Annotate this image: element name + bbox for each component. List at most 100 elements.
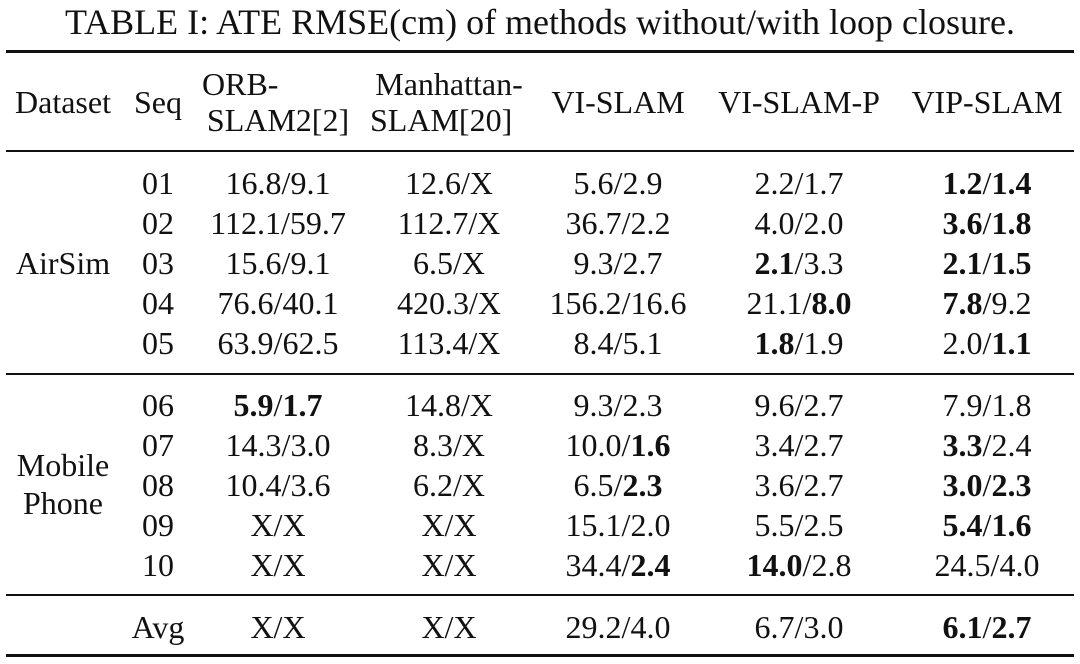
cell-manhattan-slam: 14.8/X (366, 384, 532, 426)
value-without-loop: 21.1 (746, 285, 803, 321)
slash-separator: / (444, 609, 454, 645)
cell-manhattan-slam: 8.3/X (366, 424, 532, 466)
value-without-loop: 12.6 (405, 165, 461, 201)
cell-orb-slam2: 76.6/40.1 (190, 282, 366, 324)
header-vip-slam: VIP-SLAM (911, 84, 1063, 120)
table-row: 09 X/X X/X 15.1/2.0 5.5/2.5 5.4/1.6 (0, 504, 1080, 546)
value-with-loop: 1.8 (991, 387, 1032, 423)
value-without-loop: X (250, 547, 274, 583)
value-without-loop: 16.8 (225, 165, 282, 201)
value-with-loop: 2.4 (991, 427, 1032, 463)
value-without-loop: 3.4 (754, 427, 795, 463)
value-without-loop: 9.3 (573, 245, 614, 281)
value-without-loop: 3.0 (942, 467, 983, 503)
value-without-loop: 2.1 (754, 245, 795, 281)
value-with-loop: X (453, 547, 477, 583)
slash-separator: / (461, 387, 470, 423)
header-seq: Seq (134, 84, 182, 120)
value-without-loop: 6.7 (754, 609, 795, 645)
slash-separator: / (281, 165, 291, 201)
value-without-loop: 14.3 (225, 427, 282, 463)
slash-separator: / (281, 245, 291, 281)
slash-separator: / (794, 205, 804, 241)
cell-manhattan-slam: 6.2/X (366, 464, 532, 506)
cell-vi-slam-p: 9.6/2.7 (704, 384, 894, 426)
value-without-loop: 24.5 (934, 547, 991, 583)
cell-vi-slam-p: 4.0/2.0 (704, 202, 894, 244)
cell-manhattan-slam: 113.4/X (366, 322, 532, 364)
slash-separator: / (613, 467, 623, 503)
value-without-loop: 34.4 (565, 547, 622, 583)
value-with-loop: X (461, 245, 485, 281)
cell-manhattan-slam: 12.6/X (366, 162, 532, 204)
value-with-loop: 2.7 (803, 467, 844, 503)
value-without-loop: 2.2 (754, 165, 795, 201)
value-with-loop: X (469, 387, 493, 423)
header-orb-line2: SLAM2[2] (206, 102, 350, 138)
value-without-loop: 3.3 (942, 427, 983, 463)
slash-separator: / (802, 285, 812, 321)
value-with-loop: 2.0 (803, 205, 844, 241)
cell-vi-slam: 29.2/4.0 (532, 606, 704, 648)
slash-separator: / (794, 609, 804, 645)
value-with-loop: 3.3 (803, 245, 844, 281)
value-without-loop: 36.7 (565, 205, 622, 241)
cell-vi-slam-p: 2.1/3.3 (704, 242, 894, 284)
value-with-loop: X (477, 325, 501, 361)
slash-separator: / (453, 427, 462, 463)
slash-separator: / (613, 165, 623, 201)
value-with-loop: 2.7 (803, 427, 844, 463)
slash-separator: / (982, 205, 992, 241)
cell-vip-slam: 7.8/9.2 (894, 282, 1080, 324)
cell-orb-slam2: 14.3/3.0 (190, 424, 366, 466)
slash-separator: / (982, 507, 992, 543)
slash-separator: / (621, 609, 631, 645)
value-without-loop: 6.1 (942, 609, 983, 645)
value-without-loop: X (250, 609, 274, 645)
cell-vip-slam: 2.0/1.1 (894, 322, 1080, 364)
cell-seq: 08 (142, 467, 174, 503)
cell-vip-slam: 7.9/1.8 (894, 384, 1080, 426)
value-with-loop: X (282, 507, 306, 543)
value-without-loop: 420.3 (397, 285, 469, 321)
value-with-loop: 1.6 (630, 427, 671, 463)
value-with-loop: 3.0 (803, 609, 844, 645)
value-with-loop: X (477, 285, 501, 321)
group-label-airsim: AirSim (15, 245, 111, 281)
slash-separator: / (613, 387, 623, 423)
slash-separator: / (613, 325, 623, 361)
table-caption: TABLE I: ATE RMSE(cm) of methods without… (64, 2, 1016, 42)
slash-separator: / (453, 245, 462, 281)
slash-separator: / (273, 547, 283, 583)
value-with-loop: X (469, 165, 493, 201)
cell-seq: 01 (142, 165, 174, 201)
value-without-loop: 113.4 (397, 325, 469, 361)
slash-separator: / (280, 205, 290, 241)
slash-separator: / (461, 165, 470, 201)
slash-separator: / (794, 165, 804, 201)
cell-vi-slam: 5.6/2.9 (532, 162, 704, 204)
value-with-loop: X (453, 507, 477, 543)
slash-separator: / (621, 285, 631, 321)
value-with-loop: 5.1 (622, 325, 663, 361)
value-without-loop: 63.9 (217, 325, 274, 361)
slash-separator: / (982, 245, 992, 281)
value-without-loop: 3.6 (754, 467, 795, 503)
slash-separator: / (621, 205, 631, 241)
value-without-loop: X (421, 507, 445, 543)
table-row: 02 112.1/59.7 112.7/X 36.7/2.2 4.0/2.0 3.6/1.… (0, 202, 1080, 244)
value-with-loop: 9.1 (290, 165, 331, 201)
cell-seq: 06 (142, 387, 174, 423)
value-without-loop: 2.0 (942, 325, 983, 361)
cell-manhattan-slam: 112.7/X (366, 202, 532, 244)
cell-vi-slam: 34.4/2.4 (532, 544, 704, 586)
header-man-line1: Manhattan- (375, 66, 523, 102)
value-with-loop: 3.6 (290, 467, 331, 503)
value-with-loop: 2.0 (630, 507, 671, 543)
value-without-loop: 15.1 (565, 507, 622, 543)
value-with-loop: 4.0 (630, 609, 671, 645)
cell-vi-slam-p: 5.5/2.5 (704, 504, 894, 546)
header-man-line2: SLAM[20] (370, 102, 513, 138)
cell-orb-slam2: 16.8/9.1 (190, 162, 366, 204)
value-with-loop: 1.7 (282, 387, 323, 423)
